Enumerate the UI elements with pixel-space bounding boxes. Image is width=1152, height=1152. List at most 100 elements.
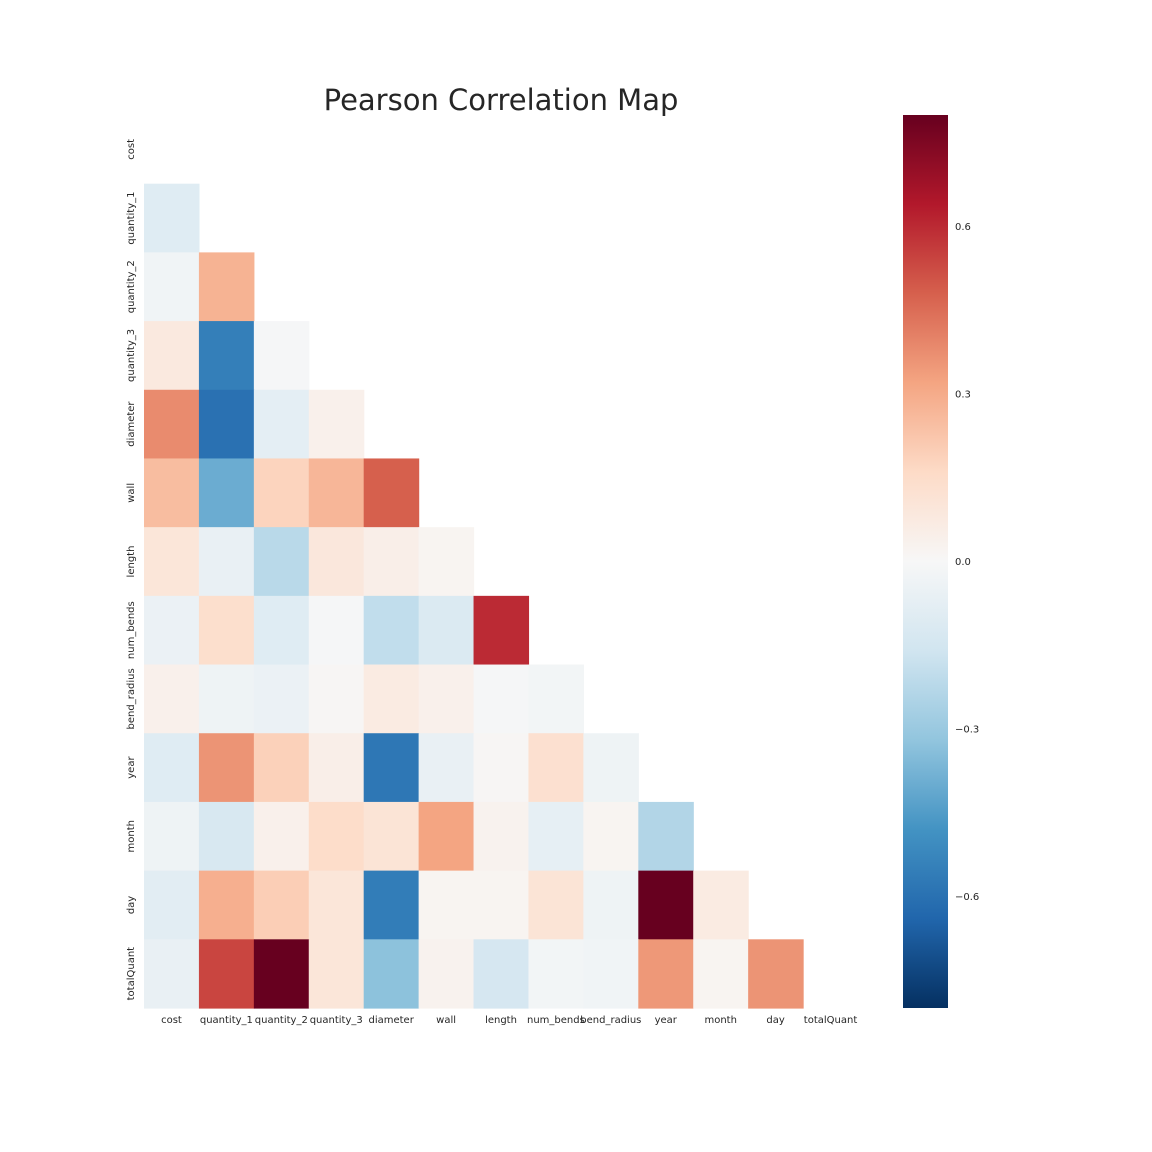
heatmap-cell-day-year	[638, 870, 694, 940]
heatmap-cell-wall-quantity_3	[308, 458, 365, 528]
heatmap-cell-day-quantity_3	[308, 870, 365, 940]
x-tick-label-diameter: diameter	[368, 1015, 414, 1026]
y-tick-label-bend_radius: bend_radius	[126, 668, 137, 729]
heatmap-cell-year-quantity_2	[253, 733, 310, 803]
x-tick-label-day: day	[766, 1015, 784, 1026]
heatmap-cell-bend_radius-wall	[418, 664, 475, 734]
heatmap-cell-month-quantity_2	[253, 801, 310, 872]
y-tick-label-diameter: diameter	[126, 401, 137, 447]
heatmap-cell-totalQuant-quantity_1	[198, 939, 255, 1009]
x-tick-label-month: month	[704, 1015, 736, 1026]
heatmap-cell-day-num_bends	[528, 870, 584, 940]
heatmap-cell-day-wall	[418, 870, 475, 940]
y-tick-label-quantity_3: quantity_3	[126, 329, 137, 382]
heatmap-cell-year-diameter	[363, 733, 420, 803]
y-tick-label-quantity_1: quantity_1	[126, 192, 137, 245]
heatmap-cell-quantity_3-quantity_2	[253, 321, 310, 391]
colorbar: 0.6 0.3 0.0 −0.3 −0.6	[903, 115, 979, 1008]
heatmap-cell-quantity_2-quantity_1	[198, 252, 255, 322]
x-axis-tick-labels: cost quantity_1 quantity_2 quantity_3 diamet…	[161, 1015, 857, 1026]
y-tick-label-day: day	[126, 896, 137, 914]
heatmap-cell-quantity_1-cost	[144, 183, 200, 253]
colorbar-tick-label: −0.3	[955, 724, 979, 735]
heatmap-cell-bend_radius-quantity_2	[253, 664, 310, 734]
y-axis-tick-labels: cost quantity_1 quantity_2 quantity_3diamet…	[126, 139, 137, 1000]
heatmap-cell-day-diameter	[363, 870, 420, 940]
heatmap-cell-num_bends-cost	[144, 595, 200, 666]
heatmap-cell-day-cost	[144, 870, 200, 940]
heatmap-cell-wall-quantity_2	[253, 458, 310, 528]
heatmap-cell-quantity_3-cost	[144, 321, 200, 391]
heatmap-cell-totalQuant-wall	[418, 939, 475, 1009]
heatmap-cell-length-cost	[144, 527, 200, 597]
heatmap-cell-num_bends-diameter	[363, 595, 420, 666]
heatmap-cell-bend_radius-cost	[144, 664, 200, 734]
heatmap-cell-bend_radius-quantity_1	[198, 664, 255, 734]
x-tick-label-quantity_2: quantity_2	[255, 1015, 308, 1026]
heatmap-cell-totalQuant-bend_radius	[583, 939, 639, 1009]
y-tick-label-month: month	[126, 820, 137, 852]
heatmap-cell-day-quantity_1	[198, 870, 255, 940]
heatmap-cell-diameter-cost	[144, 389, 200, 460]
heatmap-cell-num_bends-quantity_2	[253, 595, 310, 666]
heatmap-cell-year-quantity_3	[308, 733, 365, 803]
heatmap-cell-month-quantity_1	[198, 801, 255, 872]
heatmap-cell-month-year	[638, 801, 694, 872]
x-tick-label-quantity_3: quantity_3	[310, 1015, 363, 1026]
heatmap-cell-month-wall	[418, 801, 475, 872]
colorbar-tick-label: 0.0	[955, 557, 971, 568]
heatmap-cell-num_bends-length	[473, 595, 530, 666]
heatmap-cell-day-month	[693, 870, 749, 940]
heatmap-cell-length-wall	[418, 527, 475, 597]
heatmap-cell-bend_radius-num_bends	[528, 664, 584, 734]
colorbar-gradient	[903, 115, 948, 1008]
colorbar-tick-label: 0.6	[955, 222, 971, 233]
heatmap-cell-day-bend_radius	[583, 870, 639, 940]
y-tick-label-quantity_2: quantity_2	[126, 260, 137, 313]
heatmap-cell-diameter-quantity_3	[308, 389, 365, 460]
heatmap-cell-totalQuant-year	[638, 939, 694, 1009]
heatmap-cell-month-bend_radius	[583, 801, 639, 872]
heatmap-cell-length-quantity_1	[198, 527, 255, 597]
heatmap-cell-bend_radius-diameter	[363, 664, 420, 734]
heatmap-cell-year-quantity_1	[198, 733, 255, 803]
heatmap-cell-year-length	[473, 733, 530, 803]
heatmap-cell-wall-cost	[144, 458, 200, 528]
heatmap-cell-num_bends-quantity_1	[198, 595, 255, 666]
chart-title: Pearson Correlation Map	[324, 83, 679, 117]
x-tick-label-totalQuant: totalQuant	[804, 1015, 858, 1026]
heatmap-cell-totalQuant-quantity_3	[308, 939, 365, 1009]
heatmap-cell-totalQuant-month	[693, 939, 749, 1009]
heatmap-cell-day-quantity_2	[253, 870, 310, 940]
heatmap-cell-day-length	[473, 870, 530, 940]
x-tick-label-bend_radius: bend_radius	[580, 1015, 641, 1026]
y-tick-label-totalQuant: totalQuant	[126, 947, 137, 1001]
heatmap-cell-year-wall	[418, 733, 475, 803]
heatmap-cell-month-length	[473, 801, 530, 872]
y-tick-label-num_bends: num_bends	[126, 601, 137, 659]
y-tick-label-cost: cost	[126, 139, 137, 160]
x-tick-label-year: year	[655, 1015, 678, 1026]
heatmap-cell-wall-quantity_1	[198, 458, 255, 528]
heatmap-cell-bend_radius-length	[473, 664, 530, 734]
y-tick-label-wall: wall	[126, 483, 137, 503]
heatmap-cell-length-diameter	[363, 527, 420, 597]
heatmap-cell-length-quantity_2	[253, 527, 310, 597]
heatmap-cell-num_bends-quantity_3	[308, 595, 365, 666]
y-tick-label-year: year	[126, 756, 137, 779]
x-tick-label-wall: wall	[436, 1015, 456, 1026]
heatmap-cell-totalQuant-quantity_2	[253, 939, 310, 1009]
heatmap-cell-totalQuant-diameter	[363, 939, 420, 1009]
heatmap-cell-year-bend_radius	[583, 733, 639, 803]
heatmap-cell-totalQuant-cost	[144, 939, 200, 1009]
x-tick-label-length: length	[485, 1015, 517, 1026]
heatmap-cell-num_bends-wall	[418, 595, 475, 666]
colorbar-tick-label: 0.3	[955, 390, 971, 401]
y-tick-label-length: length	[126, 546, 137, 578]
heatmap-cell-wall-diameter	[363, 458, 420, 528]
x-tick-label-quantity_1: quantity_1	[200, 1015, 253, 1026]
heatmap-cell-totalQuant-num_bends	[528, 939, 584, 1009]
heatmap-cell-month-num_bends	[528, 801, 584, 872]
heatmap-cell-diameter-quantity_1	[198, 389, 255, 460]
